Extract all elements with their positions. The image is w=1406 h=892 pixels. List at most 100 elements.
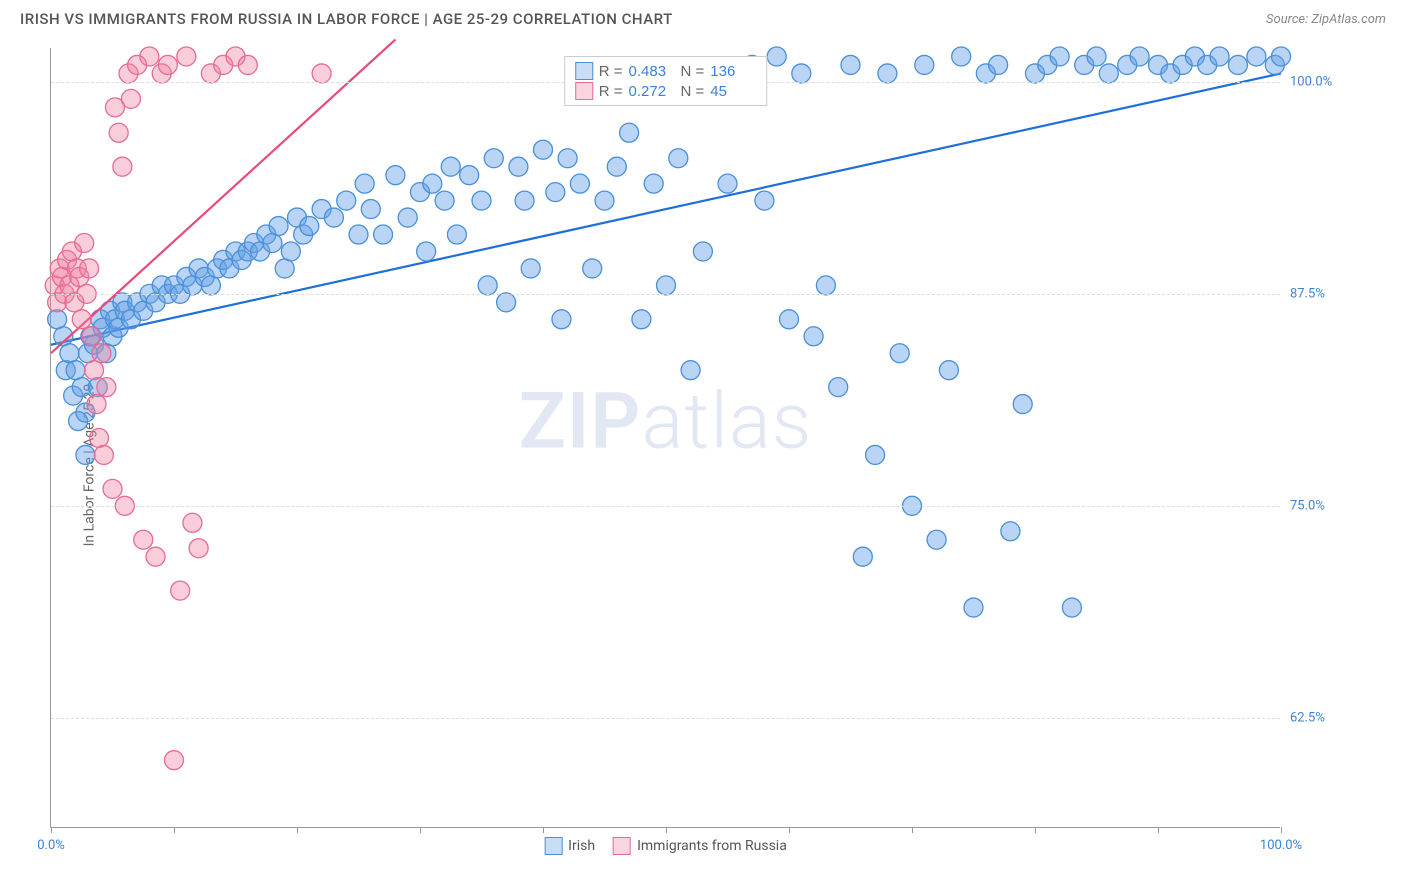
data-point <box>939 361 958 380</box>
data-point <box>552 310 571 329</box>
data-point <box>620 123 639 142</box>
legend-swatch <box>575 82 593 100</box>
r-label: R = <box>599 63 623 80</box>
data-point <box>158 55 177 74</box>
data-point <box>515 191 534 210</box>
data-point <box>134 530 153 549</box>
data-point <box>113 157 132 176</box>
data-point <box>435 191 454 210</box>
data-point <box>792 64 811 83</box>
data-point <box>75 234 94 253</box>
data-point <box>632 310 651 329</box>
data-point <box>478 276 497 295</box>
data-point <box>423 174 442 193</box>
data-point <box>263 234 282 253</box>
data-point <box>693 242 712 261</box>
source-label: Source: ZipAtlas.com <box>1266 12 1386 27</box>
data-point <box>952 47 971 66</box>
data-point <box>361 200 380 219</box>
data-point <box>269 217 288 236</box>
data-point <box>349 225 368 244</box>
data-point <box>607 157 626 176</box>
data-point <box>1130 47 1149 66</box>
data-point <box>816 276 835 295</box>
data-point <box>1001 522 1020 541</box>
data-point <box>92 344 111 363</box>
data-point <box>1062 598 1081 617</box>
n-value: 136 <box>710 63 756 80</box>
plot-svg <box>51 48 1280 827</box>
r-value: 0.483 <box>629 63 675 80</box>
legend-label: Irish <box>568 838 595 854</box>
data-point <box>767 47 786 66</box>
data-point <box>281 242 300 261</box>
y-tick-label: 75.0% <box>1290 498 1350 513</box>
x-tick-label: 0.0% <box>37 838 65 853</box>
data-point <box>324 208 343 227</box>
data-point <box>177 47 196 66</box>
data-point <box>189 539 208 558</box>
data-point <box>1228 55 1247 74</box>
data-point <box>558 149 577 168</box>
x-tick <box>174 827 175 833</box>
data-point <box>841 55 860 74</box>
n-label: N = <box>681 63 705 80</box>
data-point <box>915 55 934 74</box>
data-point <box>866 445 885 464</box>
data-point <box>878 64 897 83</box>
data-point <box>927 530 946 549</box>
data-point <box>80 259 99 278</box>
data-point <box>85 361 104 380</box>
data-point <box>66 361 85 380</box>
data-point <box>72 310 91 329</box>
data-point <box>829 378 848 397</box>
data-point <box>183 513 202 532</box>
gridline <box>51 506 1280 507</box>
data-point <box>312 64 331 83</box>
data-point <box>484 149 503 168</box>
data-point <box>97 378 116 397</box>
data-point <box>386 166 405 185</box>
data-point <box>546 183 565 202</box>
x-tick <box>1035 827 1036 833</box>
data-point <box>1247 47 1266 66</box>
data-point <box>1210 47 1229 66</box>
data-point <box>755 191 774 210</box>
data-point <box>201 276 220 295</box>
y-tick-label: 87.5% <box>1290 286 1350 301</box>
data-point <box>1013 395 1032 414</box>
data-point <box>460 166 479 185</box>
data-point <box>521 259 540 278</box>
data-point <box>398 208 417 227</box>
data-point <box>497 293 516 312</box>
data-point <box>681 361 700 380</box>
r-value: 0.272 <box>629 83 675 100</box>
data-point <box>275 259 294 278</box>
data-point <box>657 276 676 295</box>
gridline <box>51 294 1280 295</box>
data-point <box>1087 47 1106 66</box>
data-point <box>165 751 184 770</box>
x-tick <box>912 827 913 833</box>
data-point <box>82 327 101 346</box>
data-point <box>94 445 113 464</box>
data-point <box>441 157 460 176</box>
data-point <box>1099 64 1118 83</box>
data-point <box>472 191 491 210</box>
data-point <box>595 191 614 210</box>
data-point <box>374 225 393 244</box>
data-point <box>355 174 374 193</box>
x-tick <box>51 827 52 833</box>
data-point <box>583 259 602 278</box>
x-tick <box>1281 827 1282 833</box>
data-point <box>140 47 159 66</box>
legend-swatch <box>575 62 593 80</box>
gridline <box>51 718 1280 719</box>
n-label: N = <box>681 83 705 100</box>
legend-item: Irish <box>544 837 595 855</box>
x-tick <box>543 827 544 833</box>
data-point <box>87 395 106 414</box>
data-point <box>89 429 108 448</box>
r-label: R = <box>599 83 623 100</box>
data-point <box>300 217 319 236</box>
